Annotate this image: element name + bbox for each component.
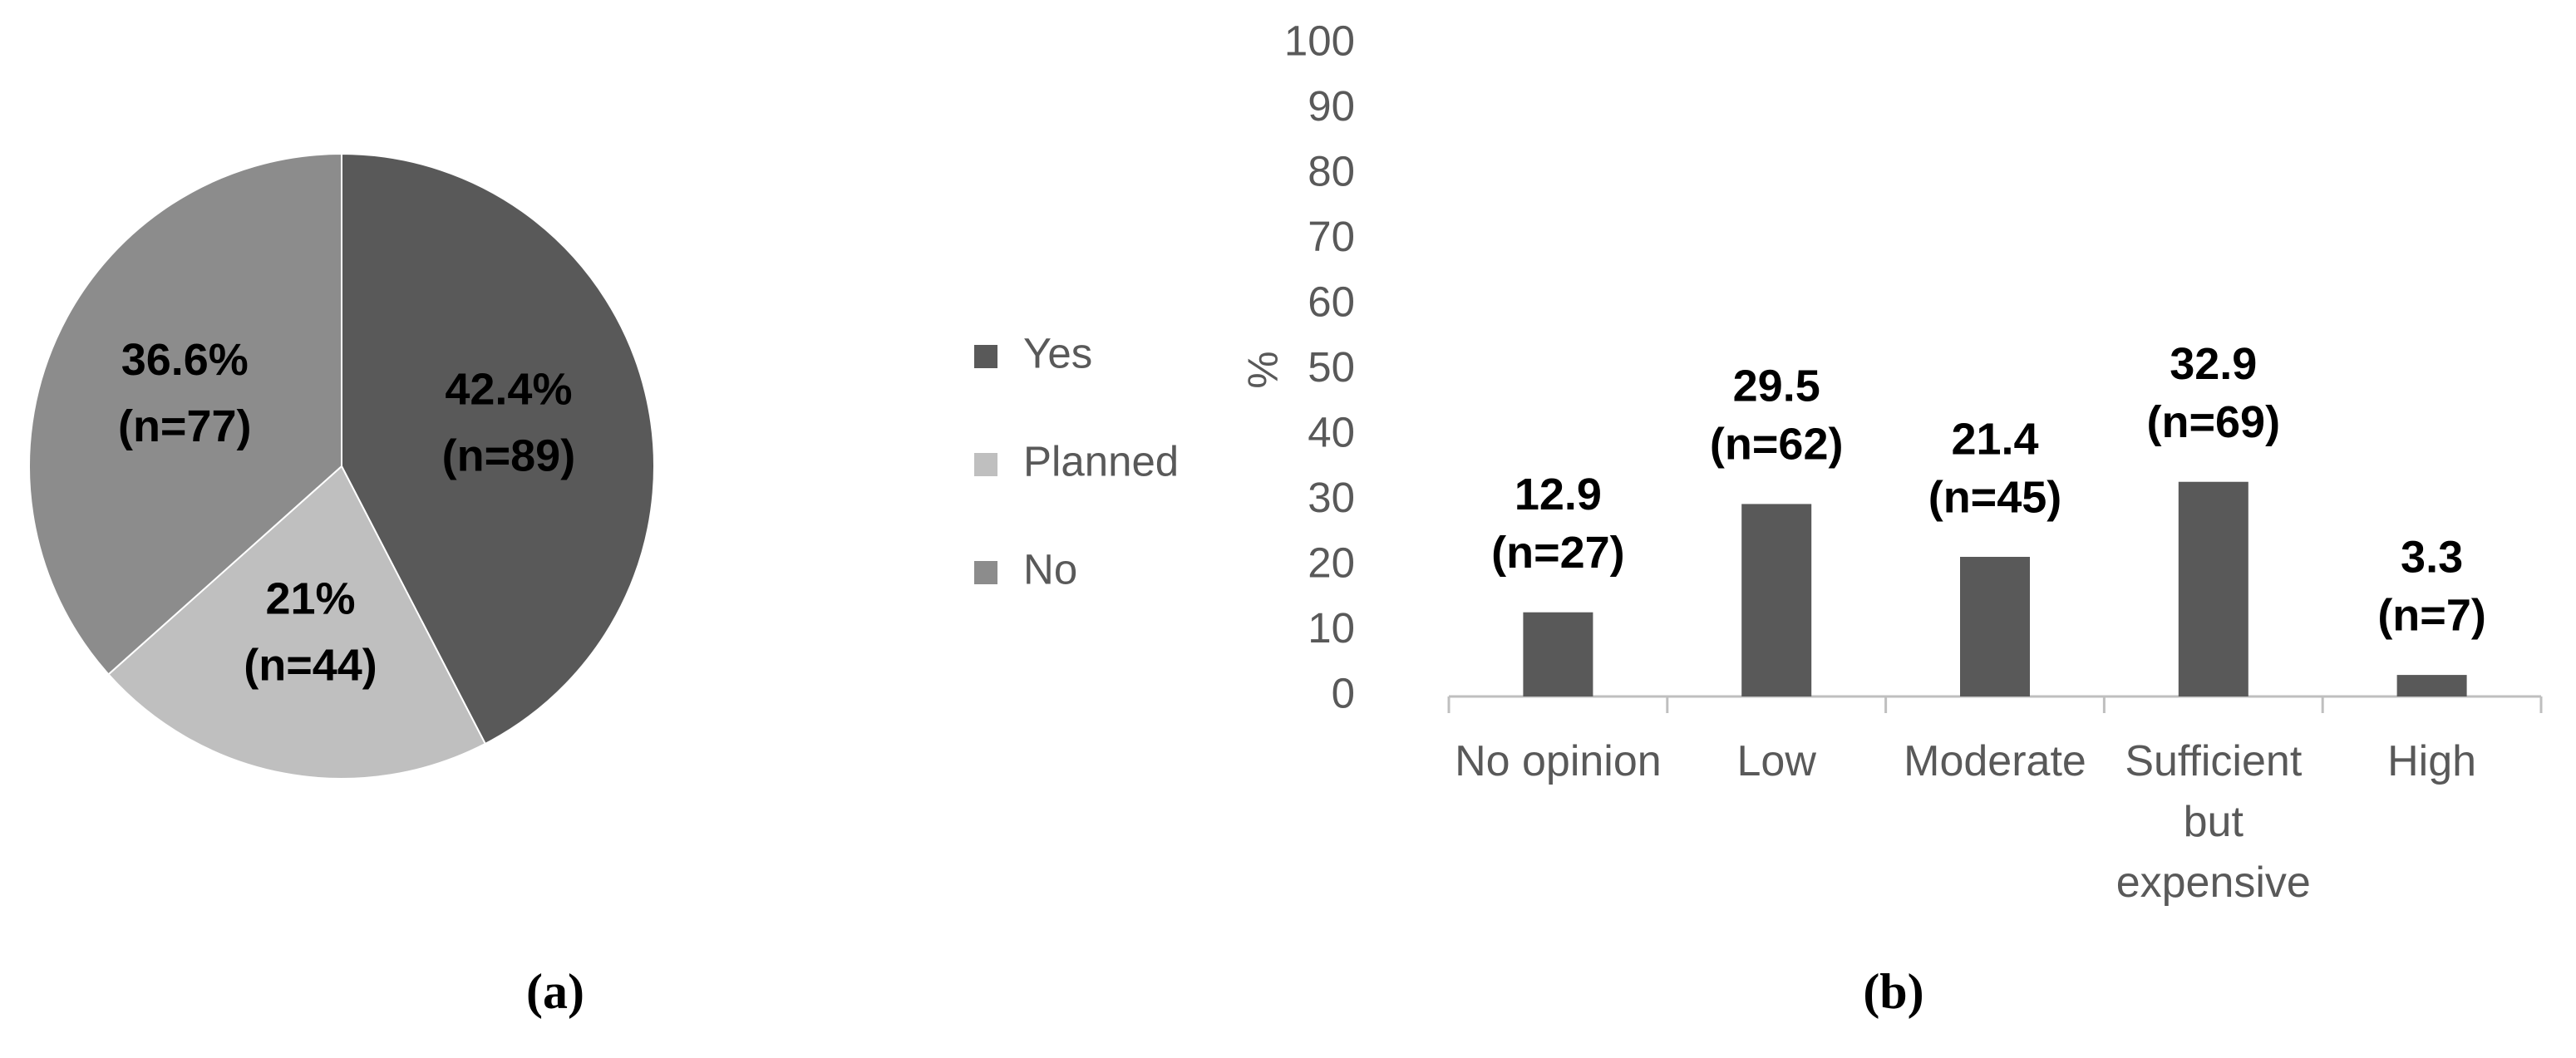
y-tick-label: 0 <box>1332 669 1355 716</box>
bar-value-label: 29.5 <box>1733 362 1820 411</box>
slice-value-label: 36.6% <box>121 335 249 385</box>
bar <box>2178 481 2248 696</box>
bar-value-label: 32.9 <box>2170 339 2257 389</box>
y-tick-label: 70 <box>1308 213 1355 260</box>
bar-n-label: (n=7) <box>2377 590 2486 640</box>
slice-n-label: (n=44) <box>244 641 377 691</box>
slice-value-label: 42.4% <box>445 364 572 414</box>
y-axis-label: % <box>1239 351 1286 388</box>
bar-n-label: (n=45) <box>1928 472 2062 522</box>
bar <box>1960 557 2030 696</box>
bar-n-label: (n=27) <box>1491 528 1625 578</box>
bar-n-label: (n=62) <box>1710 420 1844 470</box>
legend-label: Yes <box>1023 329 1092 376</box>
legend-label: Planned <box>1023 437 1179 485</box>
bar <box>1523 612 1593 696</box>
x-tick-label: No opinion <box>1455 737 1662 785</box>
legend-swatch <box>974 561 997 584</box>
pie-slice <box>28 152 342 676</box>
y-tick-label: 30 <box>1308 474 1355 521</box>
slice-n-label: (n=77) <box>118 401 252 451</box>
y-tick-label: 10 <box>1308 604 1355 652</box>
y-tick-label: 100 <box>1284 17 1355 64</box>
x-tick-label: Low <box>1736 737 1816 785</box>
y-tick-label: 60 <box>1308 278 1355 325</box>
legend-label: No <box>1023 545 1077 593</box>
slice-n-label: (n=89) <box>442 431 576 480</box>
panel-caption: (b) <box>1863 964 1923 1019</box>
bar-n-label: (n=69) <box>2147 397 2281 447</box>
y-tick-label: 50 <box>1308 343 1355 391</box>
y-tick-label: 20 <box>1308 539 1355 586</box>
legend-swatch <box>974 453 997 476</box>
y-tick-label: 40 <box>1308 408 1355 455</box>
y-tick-label: 90 <box>1308 82 1355 130</box>
bar-value-label: 21.4 <box>1951 414 2038 464</box>
slice-value-label: 21% <box>265 574 355 624</box>
x-tick-label: High <box>2387 737 2477 785</box>
bar-value-label: 12.9 <box>1515 470 1602 519</box>
x-tick-label: Moderate <box>1904 737 2086 785</box>
x-tick-label: Sufficient but expensive <box>2115 737 2311 907</box>
pie-slice <box>341 152 655 746</box>
pie-slice <box>107 465 487 780</box>
y-tick-label: 80 <box>1308 147 1355 194</box>
legend-swatch <box>974 345 997 368</box>
bar-value-label: 3.3 <box>2401 532 2463 582</box>
panel-caption: (a) <box>526 964 584 1019</box>
bar <box>2396 675 2467 696</box>
bar <box>1741 504 1812 696</box>
